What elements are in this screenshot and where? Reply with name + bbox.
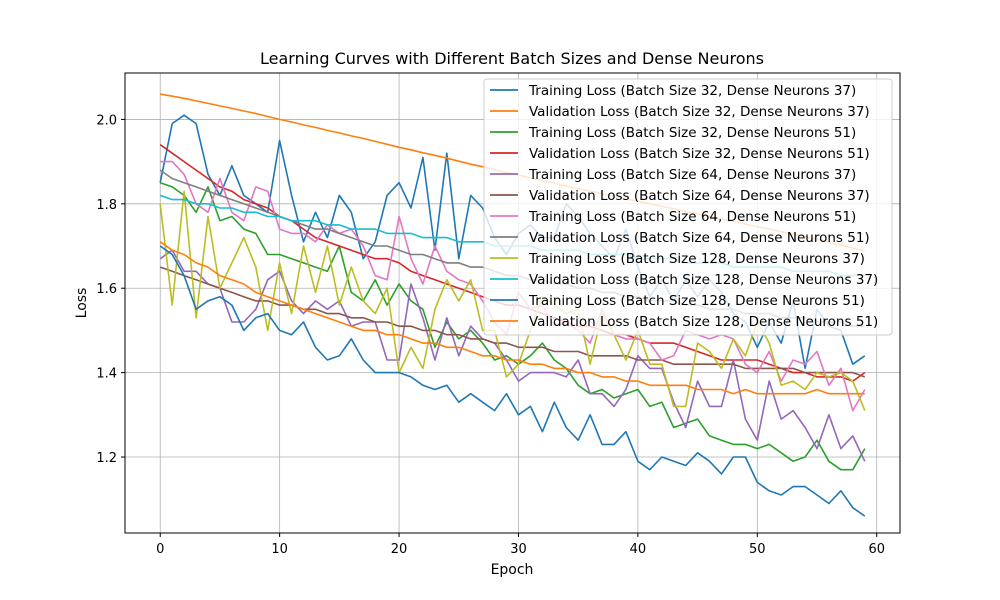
- legend-box: [483, 78, 893, 336]
- legend: Training Loss (Batch Size 32, Dense Neur…: [483, 78, 893, 336]
- legend-entry: Validation Loss (Batch Size 64, Dense Ne…: [529, 230, 870, 246]
- chart-title: Learning Curves with Different Batch Siz…: [260, 49, 764, 68]
- legend-entry: Validation Loss (Batch Size 128, Dense N…: [529, 272, 878, 288]
- x-tick-label: 50: [749, 542, 766, 557]
- ticks: 0 10 20 30 40 50 60 1.2 1.4 1.6 1.8 2.0: [96, 113, 885, 557]
- x-axis-label: Epoch: [491, 562, 534, 578]
- x-tick-label: 20: [391, 542, 408, 557]
- legend-entry: Validation Loss (Batch Size 32, Dense Ne…: [529, 146, 870, 162]
- legend-entry: Training Loss (Batch Size 32, Dense Neur…: [528, 83, 856, 99]
- legend-entry: Validation Loss (Batch Size 64, Dense Ne…: [529, 188, 870, 204]
- legend-entry: Training Loss (Batch Size 128, Dense Neu…: [528, 251, 865, 267]
- series-line-6: [159, 266, 866, 378]
- legend-entry: Training Loss (Batch Size 64, Dense Neur…: [528, 167, 856, 183]
- x-tick-label: 60: [868, 542, 885, 557]
- y-tick-label: 1.4: [96, 367, 117, 382]
- legend-entry: Training Loss (Batch Size 32, Dense Neur…: [528, 125, 856, 141]
- series-line-9: [159, 190, 866, 411]
- y-axis-label: Loss: [74, 288, 90, 319]
- legend-entry: Validation Loss (Batch Size 128, Dense N…: [529, 314, 878, 330]
- plot-frame: [124, 72, 901, 534]
- y-tick-label: 1.6: [96, 282, 117, 297]
- x-tick-label: 40: [630, 542, 647, 557]
- x-tick-label: 30: [510, 542, 527, 557]
- y-tick-label: 1.8: [96, 198, 117, 213]
- legend-entry: Training Loss (Batch Size 64, Dense Neur…: [528, 209, 856, 225]
- series-line-11: [159, 245, 866, 517]
- series-line-12: [159, 241, 865, 395]
- x-tick-label: 0: [156, 542, 164, 557]
- y-tick-label: 1.2: [96, 451, 117, 466]
- y-tick-label: 2.0: [96, 113, 117, 128]
- x-tick-label: 10: [271, 542, 288, 557]
- legend-entry: Validation Loss (Batch Size 32, Dense Ne…: [529, 104, 870, 120]
- legend-entry: Training Loss (Batch Size 128, Dense Neu…: [528, 293, 865, 309]
